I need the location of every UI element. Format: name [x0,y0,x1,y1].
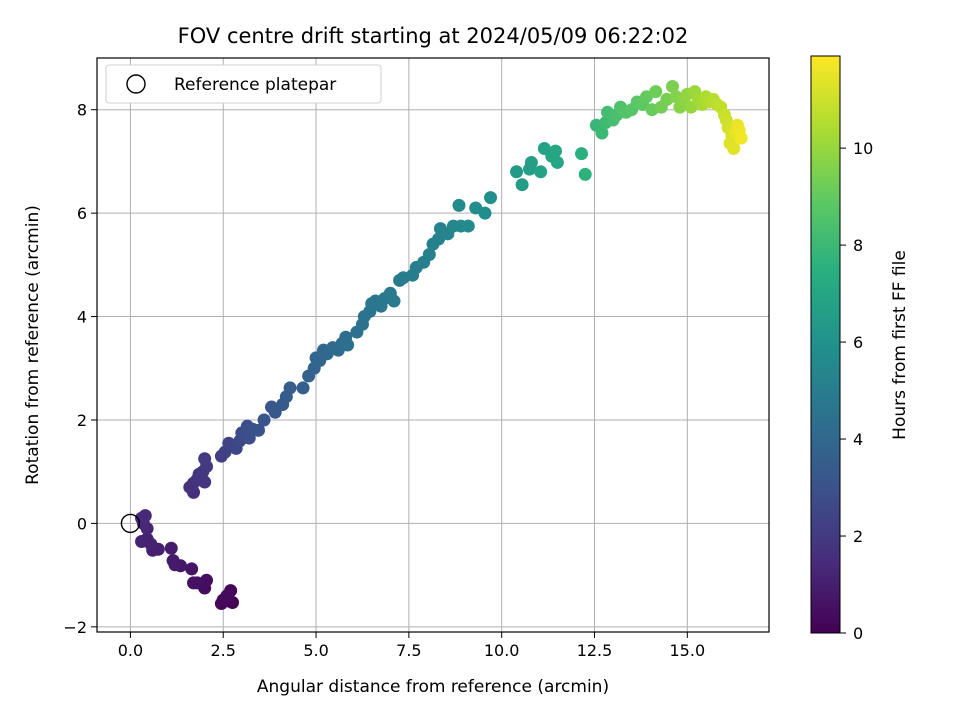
data-point [549,144,563,158]
x-tick-label: 10.0 [484,641,520,660]
x-tick-label: 15.0 [670,641,706,660]
colorbar-tick-label: 8 [853,236,863,255]
x-axis: 0.0 2.5 5.0 7.5 10.0 12.5 15.0 [118,632,705,660]
data-point [452,198,466,212]
data-point [524,155,538,169]
colorbar-label: Hours from first FF file [890,250,910,440]
x-tick-label: 5.0 [303,641,328,660]
colorbar-tick-label: 4 [853,430,863,449]
colorbar-tick-label: 0 [853,624,863,643]
data-point [534,165,548,179]
data-point [727,141,741,155]
reference-platepar-marker [120,513,141,534]
data-point [283,381,297,395]
data-point [578,167,592,181]
y-tick-label: 8 [77,101,87,120]
colorbar-gradient [810,55,841,634]
colorbar-tick-label: 2 [853,527,863,546]
colorbar-axis: 0 2 4 6 8 10 [840,139,873,643]
x-tick-label: 2.5 [211,641,236,660]
data-point [341,338,355,352]
data-point [461,219,475,233]
legend-open-circle-icon [126,74,146,94]
data-point [387,294,401,308]
data-point [198,452,212,466]
data-point [252,423,266,437]
y-axis: −2 0 2 4 6 8 [63,101,97,637]
data-point [484,191,498,205]
data-point [665,79,679,93]
y-tick-label: 4 [77,308,87,327]
data-point [257,413,271,427]
data-points [135,79,748,611]
data-point [515,178,529,192]
chart-title: FOV centre drift starting at 2024/05/09 … [178,24,689,48]
reference-marker-layer [120,513,141,534]
grid [97,58,769,632]
data-point [164,541,178,555]
legend: Reference platepar [105,64,382,104]
data-point [135,511,149,525]
data-point [187,576,201,590]
data-point [550,155,564,169]
data-point [198,475,212,489]
data-point [649,85,663,99]
legend-label: Reference platepar [174,75,336,95]
colorbar: 0 2 4 6 8 10 Hours from first FF file [810,55,910,643]
data-point [166,554,180,568]
x-tick-label: 0.0 [118,641,143,660]
x-axis-label: Angular distance from reference (arcmin) [257,677,609,697]
data-point [135,535,149,549]
y-axis-label: Rotation from reference (arcmin) [23,205,43,485]
data-point [734,131,748,145]
y-tick-label: 2 [77,411,87,430]
data-point [296,381,310,395]
data-point [595,126,609,140]
data-point [185,562,199,576]
data-point [510,165,524,179]
data-point [575,147,589,161]
colorbar-tick-label: 6 [853,333,863,352]
data-point [220,589,234,603]
x-tick-label: 7.5 [396,641,421,660]
x-tick-label: 12.5 [577,641,613,660]
colorbar-tick-label: 10 [853,139,873,158]
plot-frame [96,57,770,633]
legend-box [105,64,382,104]
y-tick-label: −2 [63,618,87,637]
data-point [422,248,436,262]
y-tick-label: 6 [77,204,87,223]
y-tick-label: 0 [77,514,87,533]
data-point [478,206,492,220]
